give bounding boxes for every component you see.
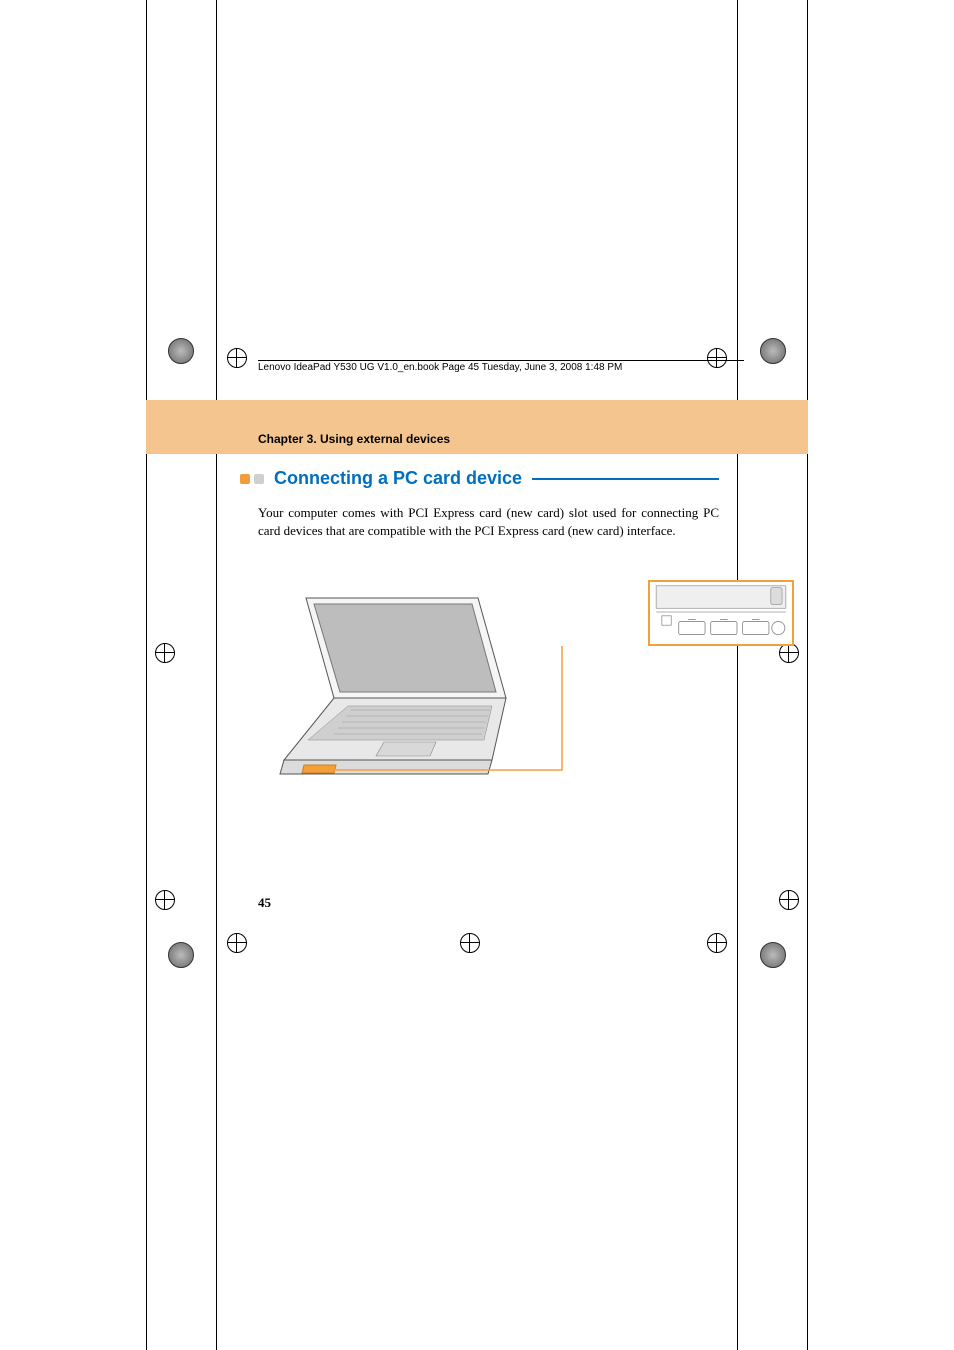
bullet-icon <box>240 474 250 484</box>
bullet-icon <box>254 474 264 484</box>
callout-line <box>318 646 698 806</box>
header-rule <box>258 360 744 361</box>
slot-detail-illustration <box>650 582 792 644</box>
crosshair-icon <box>227 348 247 368</box>
registration-mark-icon <box>760 338 786 364</box>
registration-mark-icon <box>760 942 786 968</box>
crop-rule <box>146 0 147 1350</box>
crosshair-icon <box>227 933 247 953</box>
crosshair-icon <box>779 890 799 910</box>
crosshair-icon <box>155 890 175 910</box>
section-rule <box>532 478 719 480</box>
crosshair-icon <box>155 643 175 663</box>
registration-mark-icon <box>168 942 194 968</box>
crosshair-icon <box>707 348 727 368</box>
chapter-band <box>146 400 808 454</box>
crop-rule <box>216 0 217 1350</box>
section-title: Connecting a PC card device <box>274 468 522 489</box>
crop-rule <box>737 0 738 1350</box>
crosshair-icon <box>707 933 727 953</box>
crosshair-icon <box>460 933 480 953</box>
document-page: Lenovo IdeaPad Y530 UG V1.0_en.book Page… <box>0 0 954 1350</box>
crop-rule <box>807 0 808 1350</box>
callout-detail <box>648 580 794 646</box>
registration-mark-icon <box>168 338 194 364</box>
pc-card-figure <box>258 580 714 825</box>
chapter-label: Chapter 3. Using external devices <box>258 432 450 446</box>
book-header-text: Lenovo IdeaPad Y530 UG V1.0_en.book Page… <box>258 362 622 373</box>
page-number: 45 <box>258 895 271 911</box>
body-paragraph: Your computer comes with PCI Express car… <box>258 504 719 539</box>
section-heading: Connecting a PC card device <box>240 468 719 489</box>
